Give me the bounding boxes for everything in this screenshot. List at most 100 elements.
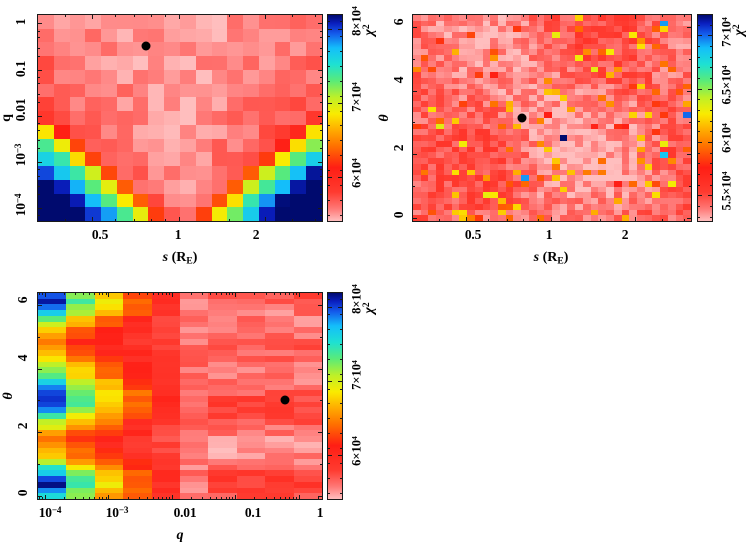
xtick-label: 0.5 xyxy=(464,227,482,242)
heatmap-cell xyxy=(413,77,421,84)
heatmap-cell xyxy=(683,175,691,181)
heatmap-cell xyxy=(451,55,460,61)
heatmap-cell xyxy=(667,49,676,56)
axis-tick xyxy=(210,292,212,295)
axis-tick xyxy=(318,432,323,434)
heatmap-cell xyxy=(497,83,506,90)
heatmap-cell xyxy=(644,20,653,27)
heatmap-cell xyxy=(94,413,124,419)
heatmap-cell xyxy=(467,55,475,61)
axis-tick xyxy=(318,23,323,25)
heatmap-cell xyxy=(38,453,67,459)
heatmap-s-theta[interactable] xyxy=(412,14,692,222)
heatmap-cell xyxy=(536,60,545,67)
heatmap-cell xyxy=(497,66,506,73)
heatmap-cell xyxy=(211,69,228,84)
heatmap-cell xyxy=(258,111,275,125)
heatmap-cell xyxy=(428,203,437,210)
heatmap-cell xyxy=(521,43,529,50)
heatmap-cell xyxy=(451,26,460,33)
heatmap-cell xyxy=(660,209,668,216)
axis-tick xyxy=(216,292,218,295)
heatmap-cell xyxy=(544,118,552,124)
heatmap-cell xyxy=(521,175,529,181)
heatmap-cell xyxy=(451,112,460,118)
heatmap-cell xyxy=(606,163,614,170)
heatmap-cell xyxy=(567,72,576,78)
heatmap-cell xyxy=(306,42,322,57)
heatmap-cell xyxy=(474,95,483,101)
heatmap-cell xyxy=(179,407,209,414)
heatmap-cell xyxy=(598,140,607,147)
heatmap-cell xyxy=(420,215,429,221)
heatmap-cell xyxy=(660,135,668,141)
axis-tick xyxy=(37,101,40,103)
heatmap-cell xyxy=(164,138,180,153)
heatmap-cell xyxy=(636,83,645,90)
heatmap-s-q[interactable] xyxy=(37,14,323,222)
heatmap-cell xyxy=(683,77,691,84)
heatmap-cell xyxy=(290,83,307,98)
axis-tick xyxy=(235,495,237,500)
heatmap-cell xyxy=(528,169,537,176)
heatmap-cell xyxy=(179,481,209,488)
heatmap-cell xyxy=(575,112,583,118)
heatmap-cell xyxy=(505,198,514,204)
heatmap-cell xyxy=(667,95,676,101)
heatmap-cell xyxy=(528,66,537,73)
heatmap-cell xyxy=(420,95,429,101)
axis-tick xyxy=(168,497,170,500)
heatmap-cell xyxy=(66,327,95,334)
colorbar-tick-label: 6×10⁴ xyxy=(349,436,364,466)
heatmap-cell xyxy=(38,464,67,471)
heatmap-cell xyxy=(536,49,545,56)
heatmap-cell xyxy=(644,118,653,124)
xtick-label: 0.5 xyxy=(91,227,109,242)
heatmap-cell xyxy=(164,15,180,29)
heatmap-q-theta[interactable] xyxy=(37,292,323,500)
heatmap-cell xyxy=(123,436,152,442)
heatmap-cell xyxy=(528,180,537,187)
heatmap-cell xyxy=(521,37,529,44)
heatmap-cell xyxy=(265,304,294,311)
heatmap-cell xyxy=(208,401,237,408)
axis-tick xyxy=(108,292,110,297)
heatmap-cell xyxy=(559,95,568,101)
heatmap-cell xyxy=(85,15,102,29)
heatmap-cell xyxy=(236,361,266,368)
heatmap-cell xyxy=(467,215,475,221)
heatmap-cell xyxy=(552,15,560,21)
axis-tick xyxy=(89,497,91,500)
heatmap-cell xyxy=(552,140,560,147)
heatmap-cell xyxy=(236,338,266,345)
heatmap-cell xyxy=(443,203,452,210)
heatmap-cell xyxy=(590,15,599,21)
heatmap-cell xyxy=(652,55,661,61)
heatmap-cell xyxy=(94,367,124,374)
heatmap-cell xyxy=(644,158,653,164)
heatmap-cell xyxy=(101,15,117,29)
heatmap-cell xyxy=(544,55,552,61)
heatmap-cell xyxy=(598,203,607,210)
heatmap-cell xyxy=(482,123,491,130)
heatmap-cell xyxy=(606,180,614,187)
heatmap-cell xyxy=(613,140,622,147)
heatmap-cell xyxy=(243,83,259,98)
heatmap-cell xyxy=(497,95,506,101)
heatmap-cell xyxy=(606,152,614,159)
axis-tick xyxy=(157,292,159,295)
heatmap-cell xyxy=(420,60,429,67)
heatmap-cell xyxy=(490,129,498,136)
axis-tick xyxy=(162,497,164,500)
heatmap-cell xyxy=(436,112,444,118)
heatmap-cell xyxy=(621,49,630,56)
heatmap-cell xyxy=(490,95,498,101)
xtick-label: 0.01 xyxy=(173,505,197,520)
heatmap-cell xyxy=(195,69,212,84)
heatmap-cell xyxy=(621,66,630,73)
heatmap-cell xyxy=(38,390,67,396)
heatmap-cell xyxy=(474,186,483,193)
heatmap-cell xyxy=(293,390,322,396)
heatmap-cell xyxy=(195,83,212,98)
heatmap-cell xyxy=(208,361,237,368)
